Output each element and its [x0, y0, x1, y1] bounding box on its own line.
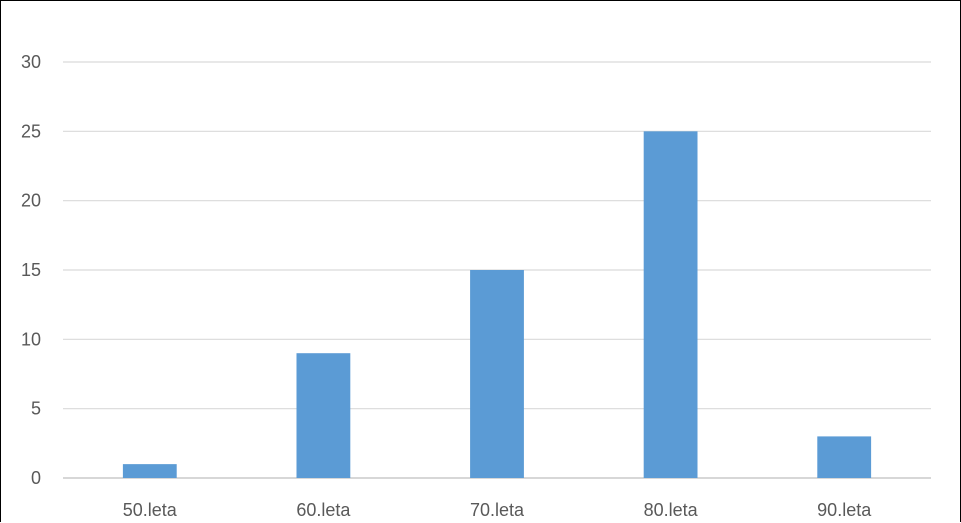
bar-90.leta	[817, 436, 872, 478]
y-tick-label: 10	[21, 329, 41, 349]
y-tick-label: 15	[21, 260, 41, 280]
y-axis-tick-labels: 0 5 10 15 20 25 30	[21, 52, 41, 488]
bar-50.leta	[122, 464, 177, 478]
x-category-label: 60.leta	[296, 500, 351, 520]
bar-60.leta	[296, 353, 351, 478]
x-category-label: 80.leta	[644, 500, 699, 520]
y-tick-label: 5	[31, 399, 41, 419]
bar-80.leta	[643, 131, 698, 479]
y-tick-label: 30	[21, 52, 41, 72]
bars	[122, 131, 872, 479]
x-axis-category-labels: 50.leta 60.leta 70.leta 80.leta 90.leta	[123, 500, 872, 520]
x-category-label: 70.leta	[470, 500, 525, 520]
y-tick-label: 20	[21, 191, 41, 211]
y-tick-label: 0	[31, 468, 41, 488]
x-category-label: 50.leta	[123, 500, 178, 520]
x-category-label: 90.leta	[817, 500, 872, 520]
y-tick-label: 25	[21, 121, 41, 141]
bar-70.leta	[470, 270, 524, 478]
